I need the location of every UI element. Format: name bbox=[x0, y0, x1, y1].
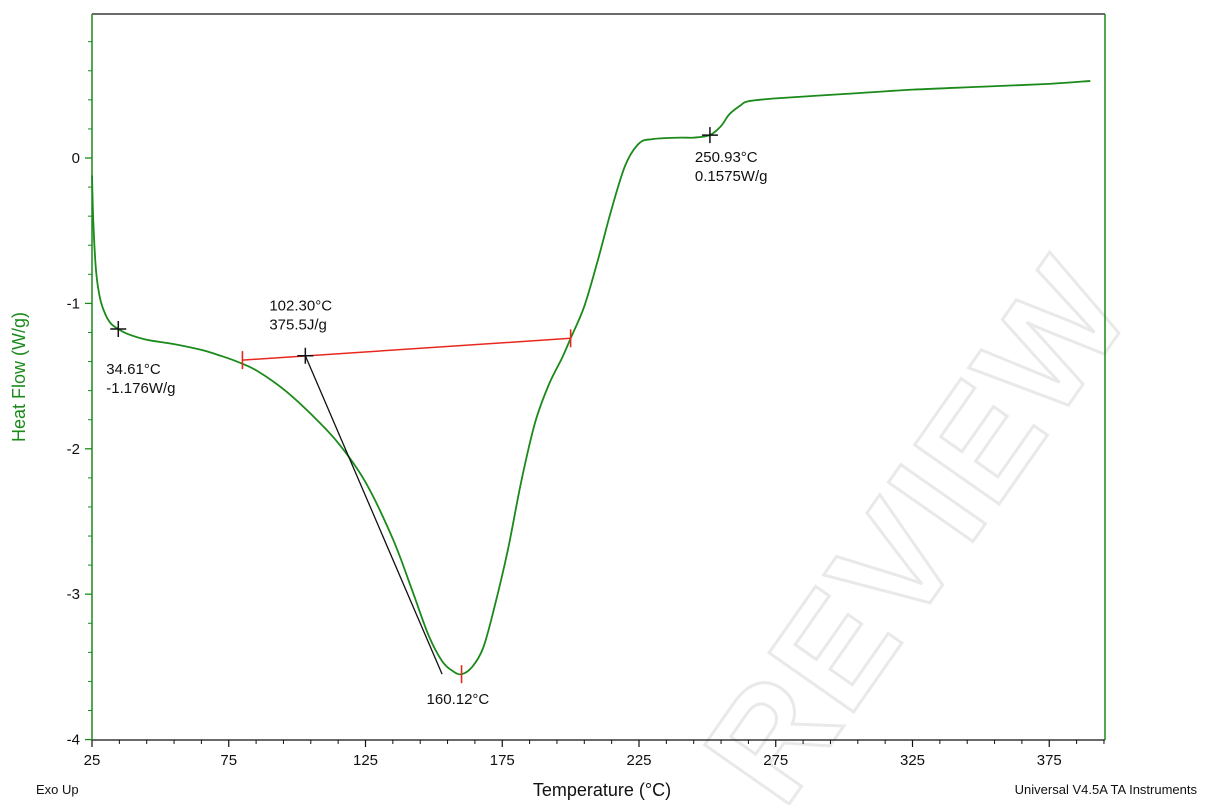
heat-flow-curve bbox=[91, 80, 1091, 676]
y-tick-label: 0 bbox=[72, 150, 80, 167]
y-tick-label: -4 bbox=[67, 732, 80, 749]
annotation-line: 250.93°C bbox=[695, 149, 758, 166]
annotation-label: 250.93°C 0.1575W/g bbox=[695, 149, 768, 185]
annotation-line: 0.1575W/g bbox=[695, 168, 768, 185]
annotation-label: 34.61°C -1.176W/g bbox=[106, 361, 175, 397]
annotation-line: 375.5J/g bbox=[269, 317, 327, 334]
y-tick-label: -1 bbox=[67, 295, 80, 312]
y-axis-ticks: 0 -1 -2 -3 -4 bbox=[67, 41, 92, 749]
x-tick-label: 25 bbox=[84, 752, 101, 769]
x-tick-label: 325 bbox=[900, 752, 925, 769]
annotation-label: 102.30°C 375.5J/g bbox=[269, 298, 332, 334]
x-axis-title: Temperature (°C) bbox=[533, 780, 671, 800]
exo-up-label: Exo Up bbox=[36, 782, 79, 797]
instrument-label: Universal V4.5A TA Instruments bbox=[1015, 782, 1198, 797]
y-tick-label: -3 bbox=[67, 586, 80, 603]
y-tick-label: -2 bbox=[67, 441, 80, 458]
annotation-line: 160.12°C bbox=[427, 691, 490, 708]
x-tick-label: 275 bbox=[763, 752, 788, 769]
annotation-line: -1.176W/g bbox=[106, 380, 175, 397]
annotation-line: 102.30°C bbox=[269, 298, 332, 315]
tangent-line bbox=[304, 355, 443, 675]
watermark: REVIEW bbox=[672, 230, 1163, 805]
annotation-label: 160.12°C bbox=[427, 691, 490, 708]
x-tick-label: 125 bbox=[353, 752, 378, 769]
integration-baseline bbox=[242, 337, 571, 361]
x-tick-label: 225 bbox=[626, 752, 651, 769]
x-tick-label: 75 bbox=[220, 752, 237, 769]
x-axis-ticks: 25 75 125 175 225 275 325 375 bbox=[84, 740, 1105, 769]
y-axis-title: Heat Flow (W/g) bbox=[9, 312, 29, 442]
x-tick-label: 375 bbox=[1037, 752, 1062, 769]
annotation-line: 34.61°C bbox=[106, 361, 161, 378]
annotation-markers: 34.61°C -1.176W/g 250.93°C 0.1575W/g 102.30°… bbox=[106, 127, 767, 708]
x-tick-label: 175 bbox=[490, 752, 515, 769]
